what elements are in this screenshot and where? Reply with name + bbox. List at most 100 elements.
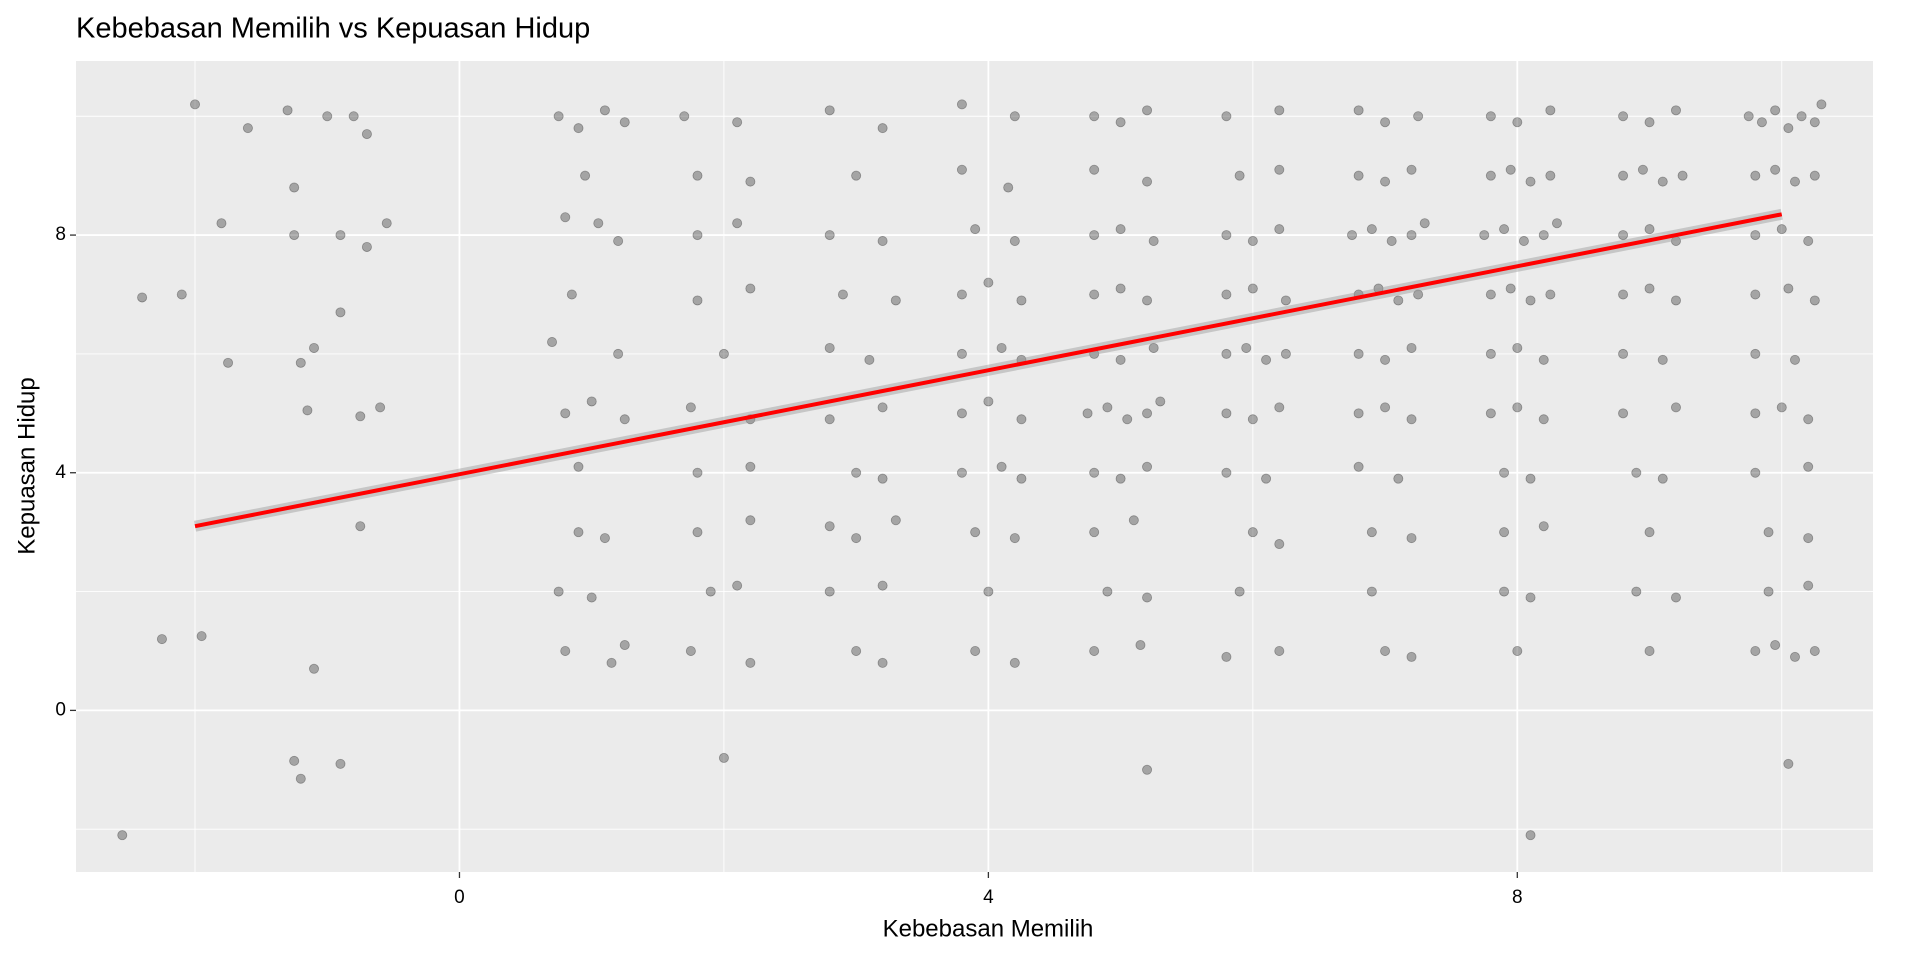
point <box>1796 111 1807 122</box>
point <box>1485 348 1496 359</box>
point <box>1406 342 1417 353</box>
point <box>381 218 392 229</box>
point <box>1809 645 1820 656</box>
point <box>302 405 313 416</box>
point <box>289 182 300 193</box>
point <box>1670 402 1681 413</box>
point <box>355 411 366 422</box>
point <box>1386 236 1397 247</box>
point <box>1631 467 1642 478</box>
point <box>1657 473 1668 484</box>
point <box>745 283 756 294</box>
point <box>1809 170 1820 181</box>
y-tick-label: 8 <box>55 224 66 245</box>
point <box>1016 414 1027 425</box>
point <box>1499 224 1510 235</box>
point <box>1380 117 1391 128</box>
point <box>692 527 703 538</box>
point <box>983 277 994 288</box>
point <box>1221 651 1232 662</box>
point <box>289 230 300 241</box>
point <box>1247 527 1258 538</box>
point <box>1538 414 1549 425</box>
point <box>1637 164 1648 175</box>
point <box>1763 527 1774 538</box>
point <box>566 289 577 300</box>
point <box>573 461 584 472</box>
point <box>692 295 703 306</box>
point <box>613 236 624 247</box>
point <box>1366 224 1377 235</box>
point <box>1413 111 1424 122</box>
point <box>718 348 729 359</box>
point <box>1750 348 1761 359</box>
point <box>1142 408 1153 419</box>
point <box>1657 354 1668 365</box>
point <box>309 342 320 353</box>
point <box>1221 467 1232 478</box>
point <box>1770 164 1781 175</box>
point <box>1009 533 1020 544</box>
point <box>983 396 994 407</box>
point <box>1089 289 1100 300</box>
point <box>1750 467 1761 478</box>
point <box>1221 408 1232 419</box>
point <box>1525 473 1536 484</box>
point <box>1221 111 1232 122</box>
point <box>216 218 227 229</box>
point <box>1155 396 1166 407</box>
point <box>1657 176 1668 187</box>
point <box>560 408 571 419</box>
point <box>877 123 888 134</box>
point <box>1551 218 1562 229</box>
point <box>877 402 888 413</box>
point <box>1644 645 1655 656</box>
point <box>1631 586 1642 597</box>
point <box>732 117 743 128</box>
point <box>877 236 888 247</box>
point <box>1776 402 1787 413</box>
point <box>1618 348 1629 359</box>
point <box>970 645 981 656</box>
point <box>1618 230 1629 241</box>
point <box>956 99 967 110</box>
point <box>679 111 690 122</box>
point <box>1148 342 1159 353</box>
point <box>890 515 901 526</box>
point <box>1776 224 1787 235</box>
point <box>619 640 630 651</box>
point <box>1406 414 1417 425</box>
point <box>573 527 584 538</box>
point <box>824 586 835 597</box>
point <box>1274 224 1285 235</box>
point <box>1770 105 1781 116</box>
point <box>1380 645 1391 656</box>
point <box>1241 342 1252 353</box>
point <box>1803 580 1814 591</box>
point <box>705 586 716 597</box>
point <box>1499 467 1510 478</box>
point <box>361 129 372 140</box>
point <box>1142 764 1153 775</box>
point <box>190 99 201 110</box>
x-tick-label: 4 <box>983 887 994 908</box>
point <box>1003 182 1014 193</box>
point <box>619 117 630 128</box>
point <box>956 289 967 300</box>
point <box>1756 117 1767 128</box>
point <box>1644 224 1655 235</box>
point <box>1009 236 1020 247</box>
point <box>1525 295 1536 306</box>
point <box>1280 295 1291 306</box>
y-tick-label: 0 <box>55 699 66 720</box>
point <box>117 830 128 841</box>
point <box>824 414 835 425</box>
point <box>1247 283 1258 294</box>
point <box>1347 230 1358 241</box>
point <box>824 105 835 116</box>
point <box>1809 295 1820 306</box>
point <box>196 631 207 642</box>
point <box>1380 402 1391 413</box>
point <box>1750 289 1761 300</box>
